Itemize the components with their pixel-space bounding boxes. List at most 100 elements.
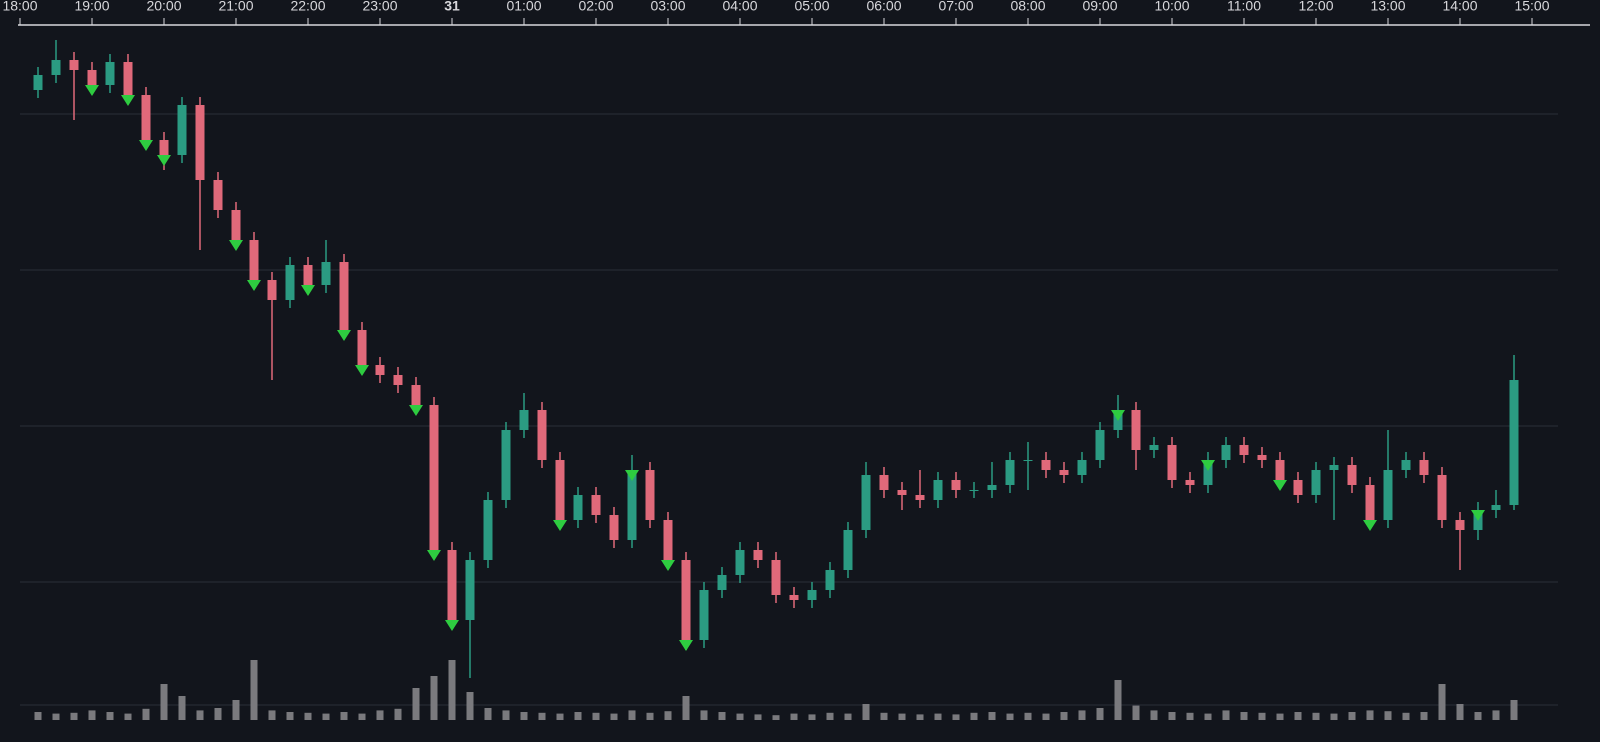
candle-body	[915, 495, 925, 500]
signal-marker	[85, 85, 99, 96]
candle-body	[879, 475, 889, 490]
signal-marker	[409, 405, 423, 416]
x-tick-label: 08:00	[1010, 0, 1045, 14]
candle-body	[609, 515, 619, 540]
volume-bar	[1096, 708, 1104, 720]
candle-body	[753, 550, 763, 560]
candle-body	[591, 495, 601, 515]
candle-body	[1221, 445, 1231, 460]
volume-bar	[394, 708, 402, 720]
volume-bar	[790, 713, 798, 720]
candle-body	[1131, 410, 1141, 450]
volume-bar	[844, 713, 852, 720]
volume-bar	[628, 710, 636, 720]
volume-bar	[736, 713, 744, 720]
candle-body	[141, 95, 151, 140]
candle-body	[267, 280, 277, 300]
candle-body	[195, 105, 205, 180]
x-tick-label: 01:00	[506, 0, 541, 14]
x-tick-label: 11:00	[1227, 0, 1261, 14]
volume-bar	[250, 660, 258, 720]
volume-bar	[1204, 713, 1212, 720]
candle-body	[69, 60, 79, 70]
volume-bar	[574, 712, 582, 720]
candle-body	[1347, 465, 1357, 485]
signal-marker	[553, 520, 567, 531]
candle-body	[285, 265, 295, 300]
volume-bar	[1060, 712, 1068, 720]
volume-bar	[1078, 710, 1086, 720]
candle-body	[789, 595, 799, 600]
candle-body	[1005, 460, 1015, 485]
volume-bar	[718, 712, 726, 720]
candle-body	[1491, 505, 1501, 510]
x-tick-label: 14:00	[1442, 0, 1477, 14]
volume-bar	[484, 708, 492, 720]
volume-bar	[1042, 713, 1050, 720]
signal-marker	[247, 280, 261, 291]
signal-marker	[661, 560, 675, 571]
volume-bar	[322, 713, 330, 720]
candle-body	[465, 560, 475, 620]
signal-marker	[337, 330, 351, 341]
candle-body	[771, 560, 781, 595]
volume-bar	[988, 712, 996, 720]
x-tick-label: 20:00	[146, 0, 181, 14]
signal-marker	[157, 155, 171, 166]
volume-bar	[754, 714, 762, 720]
volume-bar	[934, 713, 942, 720]
volume-bar	[682, 696, 690, 720]
candle-body	[375, 365, 385, 375]
x-tick-label: 21:00	[218, 0, 253, 14]
volume-bar	[70, 712, 78, 720]
volume-bar	[1510, 700, 1518, 720]
candle-body	[393, 375, 403, 385]
volume-bar	[268, 710, 276, 720]
candle-body	[483, 500, 493, 560]
candle-body	[1365, 485, 1375, 520]
volume-bar	[880, 712, 888, 720]
volume-bar	[1330, 713, 1338, 720]
candle-body	[357, 330, 367, 365]
volume-bar	[214, 708, 222, 720]
volume-bar	[1420, 712, 1428, 720]
volume-bar	[1294, 712, 1302, 720]
volume-bar	[196, 710, 204, 720]
candle-body	[735, 550, 745, 575]
candle-body	[681, 560, 691, 640]
candle-body	[1095, 430, 1105, 460]
x-tick-label: 18:00	[2, 0, 37, 14]
volume-bar	[772, 715, 780, 720]
volume-bar	[970, 712, 978, 720]
candle-body	[1167, 445, 1177, 480]
candle-body	[897, 490, 907, 495]
candle-body	[1185, 480, 1195, 485]
candle-body	[1437, 475, 1447, 520]
candle-body	[1455, 520, 1465, 530]
volume-bar	[88, 710, 96, 720]
volume-bar	[304, 712, 312, 720]
candle-body	[1149, 445, 1159, 450]
candle-body	[951, 480, 961, 490]
volume-bar	[1258, 712, 1266, 720]
candle-body	[825, 570, 835, 590]
volume-bar	[1474, 712, 1482, 720]
candle-body	[1311, 470, 1321, 495]
candle-body	[969, 490, 979, 491]
signal-marker	[139, 140, 153, 151]
volume-bar	[34, 712, 42, 720]
volume-bar	[1006, 713, 1014, 720]
volume-bar	[1024, 712, 1032, 720]
volume-bar	[1240, 712, 1248, 720]
volume-bar	[502, 710, 510, 720]
volume-bar	[448, 660, 456, 720]
signal-marker	[301, 285, 315, 296]
volume-bar	[826, 712, 834, 720]
signal-marker	[229, 240, 243, 251]
candle-body	[249, 240, 259, 280]
x-tick-label: 10:00	[1154, 0, 1189, 14]
candle-body	[1275, 460, 1285, 480]
volume-bar	[358, 713, 366, 720]
